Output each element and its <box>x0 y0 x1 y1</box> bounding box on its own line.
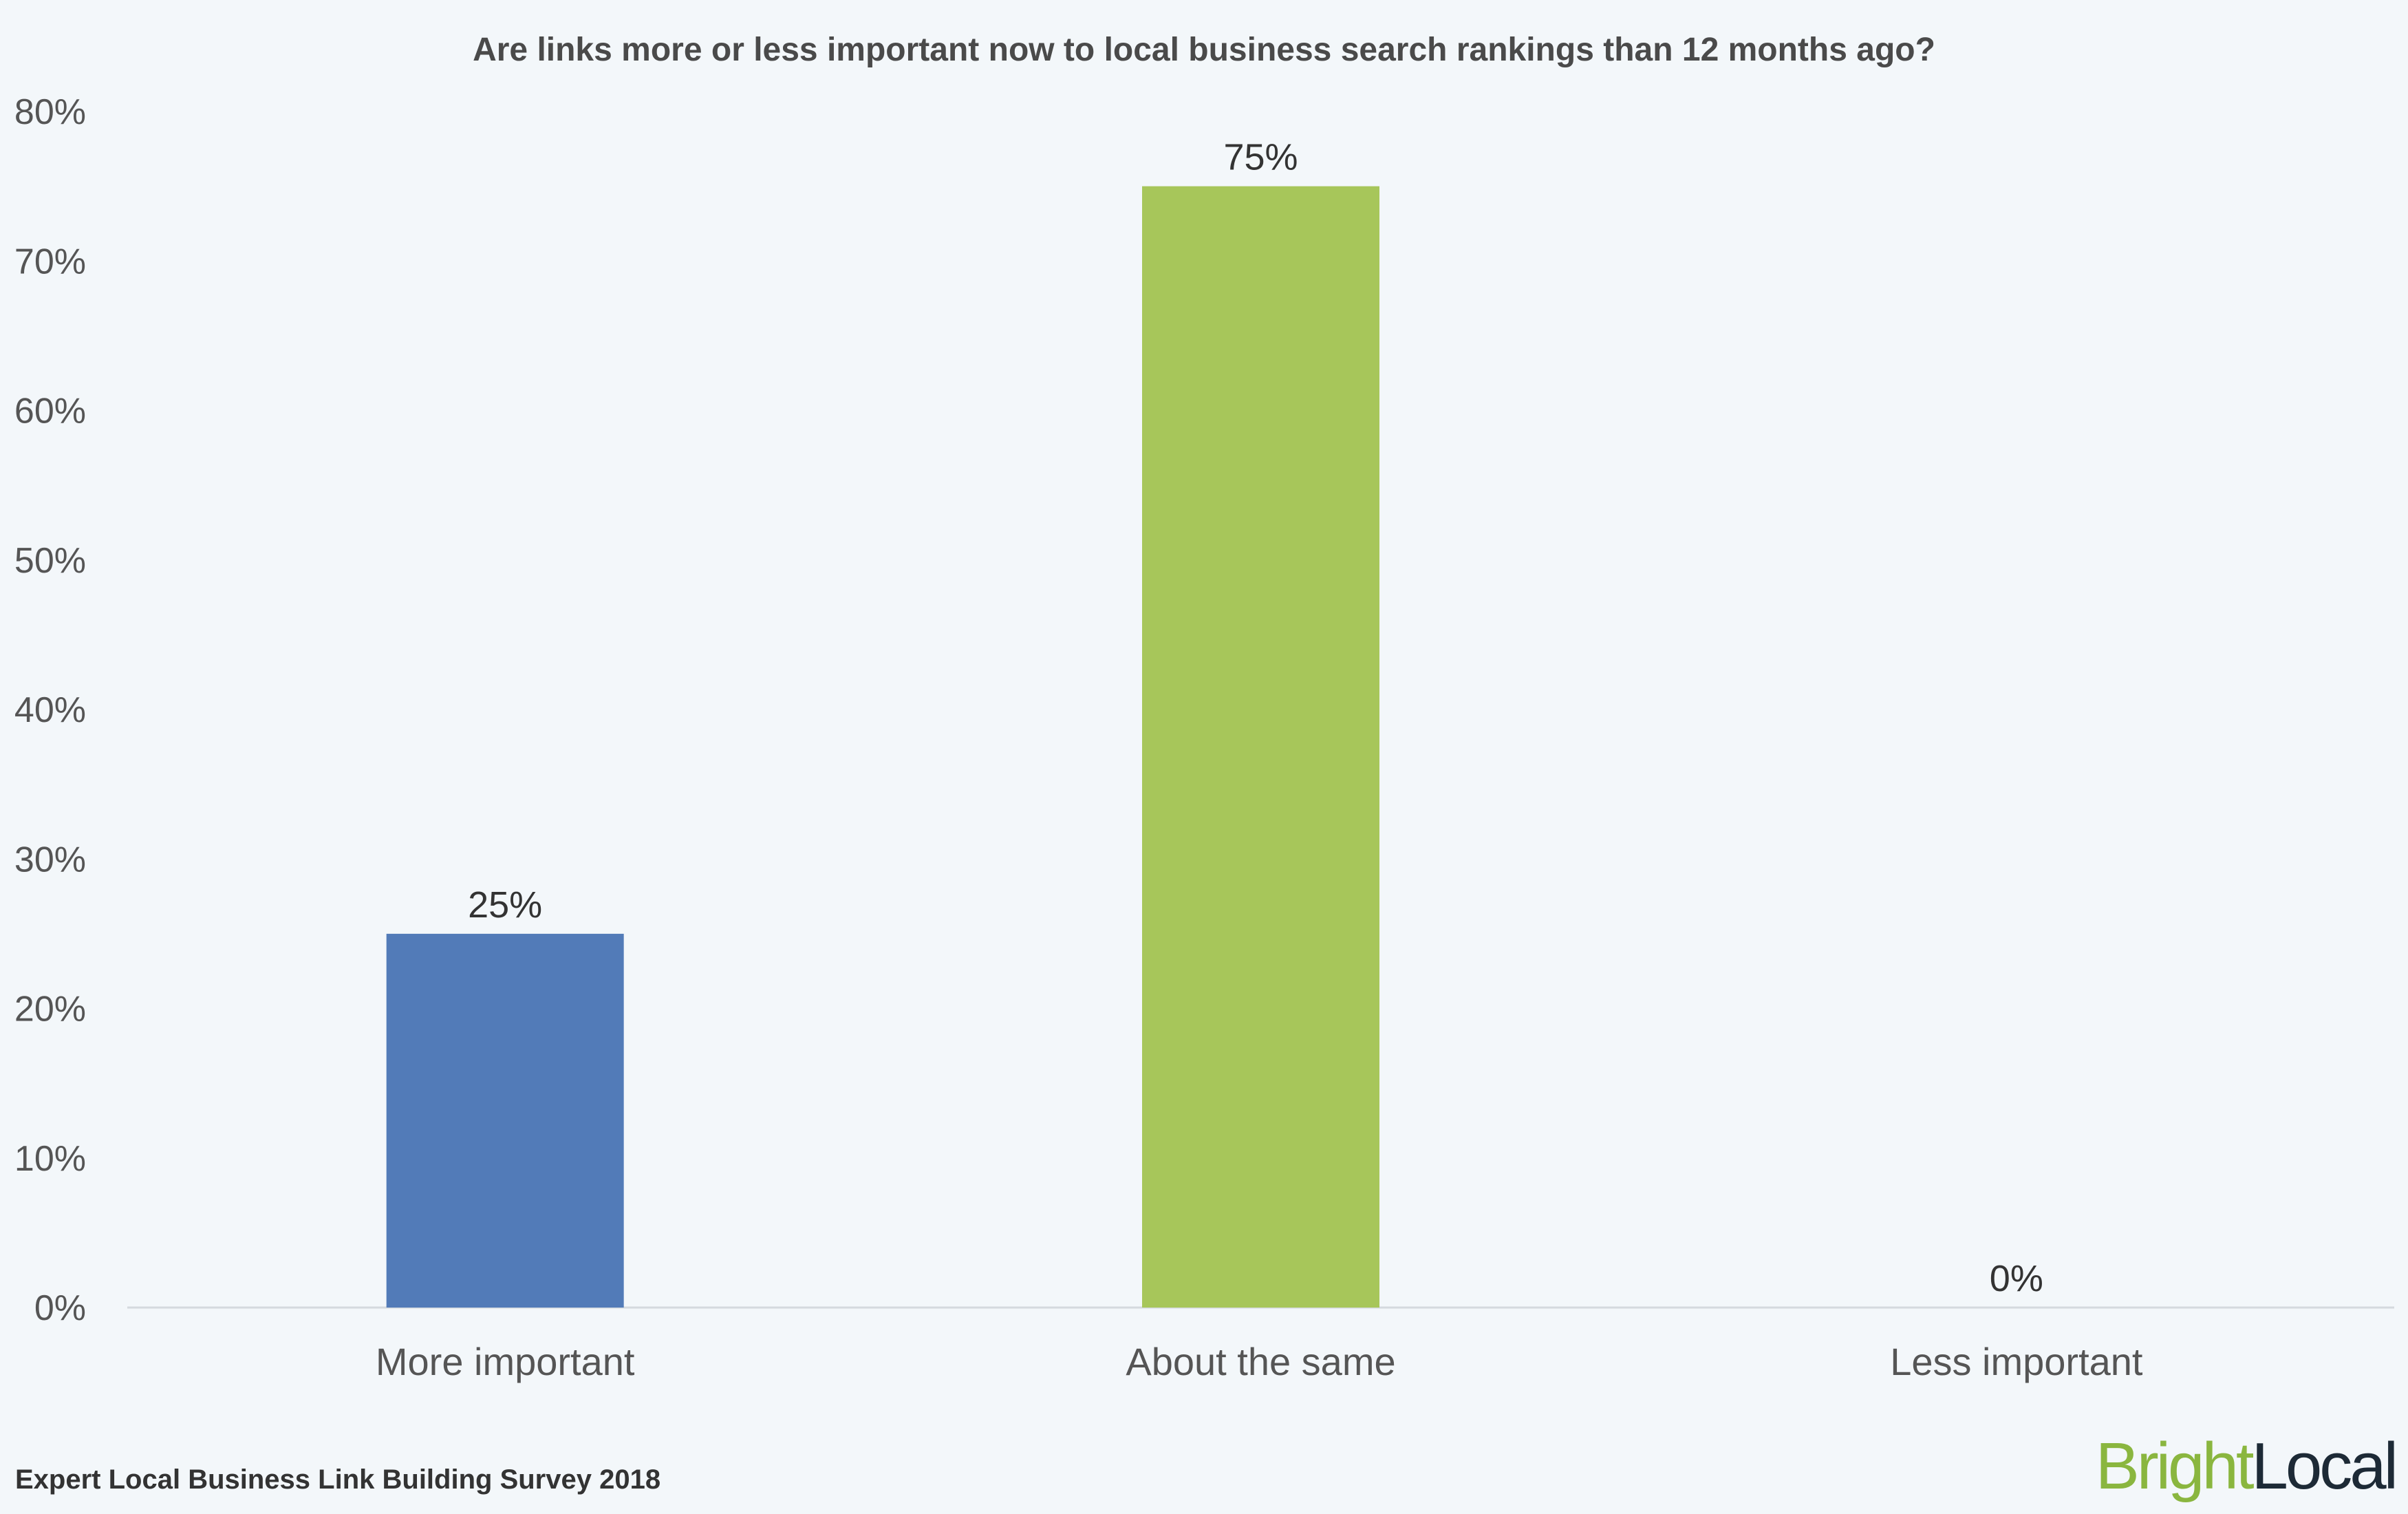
logo-word-local: Local <box>2252 1429 2396 1503</box>
data-label-about-the-same: 75% <box>1223 137 1298 178</box>
x-tick-label-more-important: More important <box>376 1340 635 1383</box>
logo-word-bright: Bright <box>2096 1429 2254 1503</box>
y-tick-label: 80% <box>14 92 86 132</box>
data-label-more-important: 25% <box>468 884 542 926</box>
y-tick-label: 50% <box>14 541 86 581</box>
brightlocal-logo: BrightLocal <box>2096 1429 2396 1503</box>
x-axis: More important About the same Less importa… <box>376 1340 2143 1383</box>
x-tick-label-about-the-same: About the same <box>1126 1340 1395 1383</box>
y-tick-label: 70% <box>14 242 86 281</box>
y-tick-label: 0% <box>34 1288 86 1328</box>
y-tick-label: 10% <box>14 1139 86 1179</box>
x-tick-label-less-important: Less important <box>1890 1340 2143 1383</box>
y-axis: 0% 10% 20% 30% 40% 50% 60% 70% 80% <box>14 92 86 1328</box>
y-tick-label: 30% <box>14 840 86 879</box>
y-tick-label: 20% <box>14 990 86 1030</box>
source-note: Expert Local Business Link Building Surv… <box>15 1464 660 1495</box>
data-label-less-important: 0% <box>1990 1258 2043 1299</box>
y-tick-label: 40% <box>14 690 86 730</box>
bars <box>386 186 1379 1308</box>
chart-title: Are links more or less important now to … <box>473 32 1935 68</box>
bar-about-the-same <box>1142 186 1379 1308</box>
y-tick-label: 60% <box>14 392 86 431</box>
bar-more-important <box>386 933 624 1308</box>
data-labels: 25% 75% 0% <box>468 137 2043 1299</box>
